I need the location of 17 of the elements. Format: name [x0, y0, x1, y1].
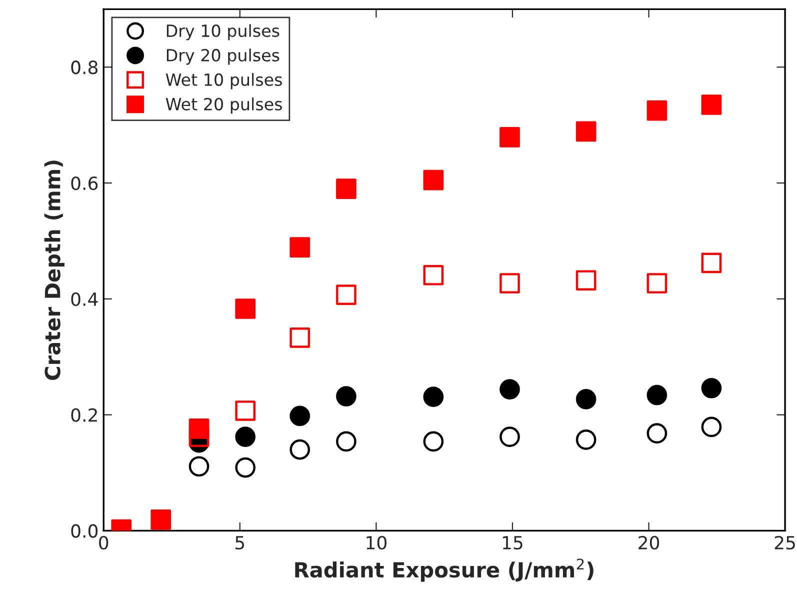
legend-label: Wet 20 pulses — [166, 98, 282, 114]
x-tick-label: 25 — [774, 536, 795, 550]
x-tick-label: 10 — [366, 536, 386, 550]
y-tick-label: 0.0 — [71, 524, 98, 538]
legend-label: Dry 10 pulses — [166, 24, 280, 40]
legend-label: Dry 20 pulses — [166, 48, 280, 65]
legend-label: Wet 10 pulses — [166, 73, 282, 90]
x-tick-label: 5 — [236, 536, 244, 550]
x-tick-label: 15 — [502, 536, 522, 550]
x-axis-title: Radiant Exposure (J/mm$^{2}$) — [295, 558, 594, 582]
x-tick-label: 0 — [99, 536, 108, 550]
x-tick-label: 20 — [638, 536, 660, 550]
y-axis-title: Crater Depth (mm) — [44, 160, 64, 380]
y-tick-label: 0.2 — [71, 408, 97, 422]
y-tick-label: 0.6 — [71, 176, 98, 190]
y-tick-label: 0.4 — [71, 292, 98, 306]
y-tick-label: 0.8 — [71, 60, 98, 74]
